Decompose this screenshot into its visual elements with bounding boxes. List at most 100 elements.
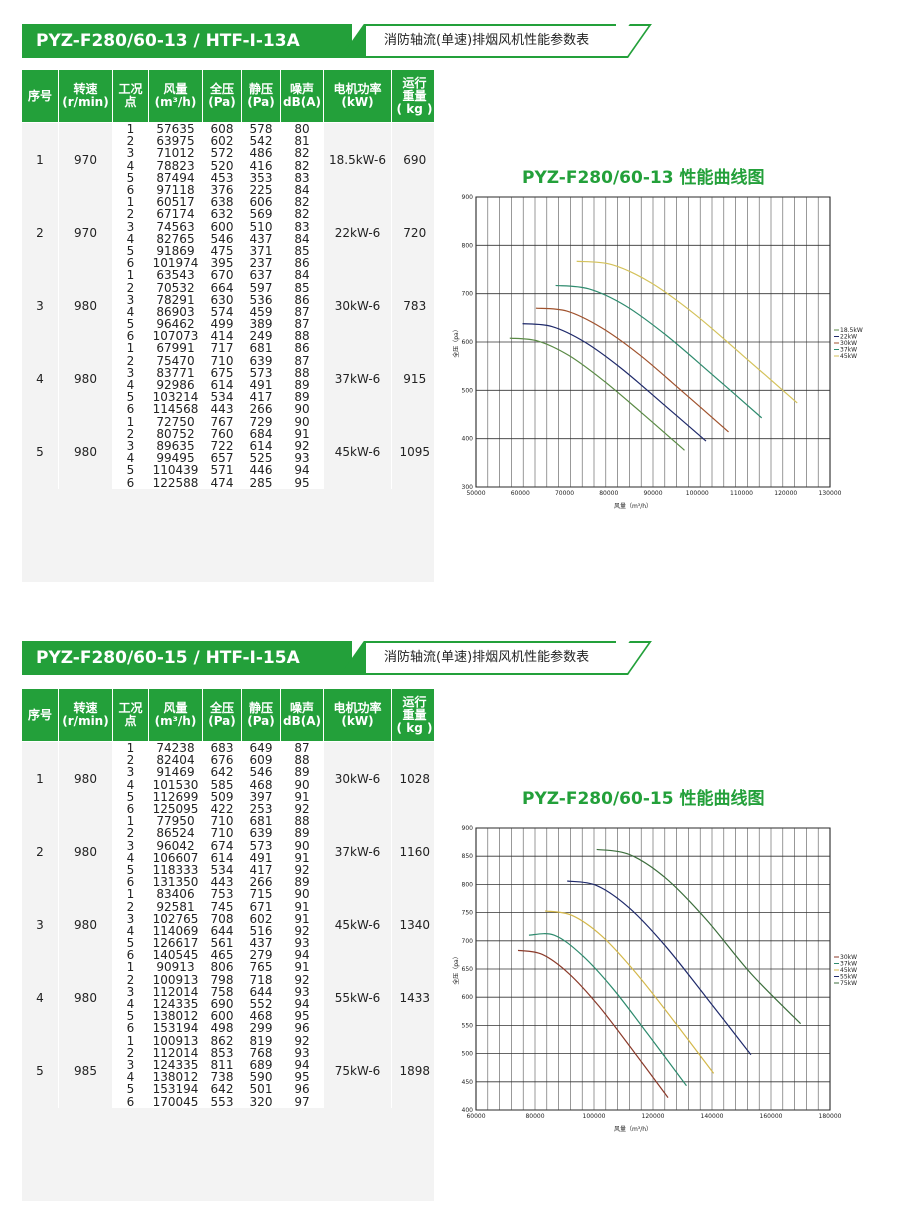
total-pressure-cell: 614 <box>202 378 242 392</box>
operating-point: 3 <box>112 1058 149 1072</box>
static-pressure-cell: 578 <box>241 122 281 136</box>
header-cell: 噪声 dB(A) <box>280 689 324 742</box>
x-tick-label: 80000 <box>525 1113 544 1120</box>
operating-point: 3 <box>112 293 149 306</box>
static-pressure-cell: 491 <box>241 851 281 864</box>
operating-point: 3 <box>112 439 149 453</box>
operating-point: 2 <box>112 135 149 148</box>
total-pressure-cell: 710 <box>202 354 242 367</box>
y-tick-label: 900 <box>462 194 474 201</box>
operating-point: 2 <box>112 827 149 840</box>
x-tick-label: 90000 <box>643 490 662 497</box>
total-pressure-cell: 760 <box>202 427 242 440</box>
x-tick-label: 60000 <box>466 1113 485 1120</box>
noise-cell: 83 <box>280 171 324 184</box>
table-row: 5 103214 534 417 89 <box>22 391 438 404</box>
airflow-cell: 126617 <box>148 937 203 950</box>
total-pressure-cell: 443 <box>202 876 242 889</box>
table-row: 3 124335 811 689 94 <box>22 1058 438 1072</box>
operating-point: 6 <box>112 876 149 889</box>
series-line <box>544 910 715 1074</box>
operating-point: 5 <box>112 1010 149 1023</box>
noise-cell: 80 <box>280 122 324 136</box>
table-row: 4 980 1 67991 717 681 86 37kW-6 915 <box>22 342 438 416</box>
static-pressure-cell: 249 <box>241 330 281 343</box>
run-weight: 1028 <box>391 741 438 816</box>
static-pressure-cell: 609 <box>241 754 281 767</box>
table-row: 6 131350 443 266 89 <box>22 876 438 889</box>
airflow-cell: 92581 <box>148 900 203 913</box>
series-line <box>535 307 729 433</box>
static-pressure-cell: 225 <box>241 183 281 197</box>
table-row: 6 140545 465 279 94 <box>22 949 438 962</box>
total-pressure-cell: 767 <box>202 415 242 428</box>
noise-cell: 89 <box>280 827 324 840</box>
operating-point: 4 <box>112 452 149 465</box>
table-row: 2 67174 632 569 82 <box>22 208 438 221</box>
group-number: 3 <box>22 269 59 343</box>
total-pressure-cell: 675 <box>202 366 242 379</box>
y-tick-label: 900 <box>462 825 474 832</box>
noise-cell: 90 <box>280 415 324 428</box>
static-pressure-cell: 689 <box>241 1058 281 1072</box>
table-row: 6 114568 443 266 90 <box>22 403 438 416</box>
static-pressure-cell: 614 <box>241 439 281 453</box>
noise-cell: 92 <box>280 439 324 453</box>
y-tick-label: 400 <box>462 436 474 443</box>
static-pressure-cell: 546 <box>241 766 281 779</box>
airflow-cell: 82765 <box>148 232 203 245</box>
header-cell: 转速 (r/min) <box>58 70 113 123</box>
table-row: 5 153194 642 501 96 <box>22 1083 438 1096</box>
group-speed: 980 <box>58 815 113 889</box>
group-number: 4 <box>22 961 59 1035</box>
static-pressure-cell: 552 <box>241 997 281 1011</box>
static-pressure-cell: 468 <box>241 778 281 791</box>
header-cell: 工况点 <box>112 70 149 123</box>
noise-cell: 92 <box>280 1034 324 1047</box>
airflow-cell: 82404 <box>148 754 203 767</box>
noise-cell: 96 <box>280 1022 324 1035</box>
static-pressure-cell: 320 <box>241 1095 281 1108</box>
operating-point: 3 <box>112 766 149 779</box>
static-pressure-cell: 819 <box>241 1034 281 1047</box>
total-pressure-cell: 571 <box>202 464 242 477</box>
header-cell: 风量 (m³/h) <box>148 689 203 742</box>
airflow-cell: 138012 <box>148 1010 203 1023</box>
legend-label: 22kW <box>840 334 857 341</box>
airflow-cell: 106607 <box>148 851 203 864</box>
static-pressure-cell: 671 <box>241 900 281 913</box>
static-pressure-cell: 446 <box>241 464 281 477</box>
total-pressure-cell: 758 <box>202 985 242 998</box>
motor-power: 37kW-6 <box>323 815 392 889</box>
noise-cell: 94 <box>280 1058 324 1072</box>
operating-point: 3 <box>112 220 149 233</box>
operating-point: 6 <box>112 257 149 270</box>
x-axis-label: 风量（m³/h） <box>614 1126 652 1133</box>
table-row: 3 91469 642 546 89 <box>22 766 438 779</box>
operating-point: 1 <box>112 1034 149 1047</box>
group-number: 5 <box>22 1034 59 1108</box>
group-speed: 980 <box>58 269 113 343</box>
airflow-cell: 80752 <box>148 427 203 440</box>
airflow-cell: 153194 <box>148 1022 203 1035</box>
y-tick-label: 450 <box>462 1079 474 1086</box>
chart-title: PYZ-F280/60-13 性能曲线图 <box>522 168 765 188</box>
static-pressure-cell: 569 <box>241 208 281 221</box>
static-pressure-cell: 417 <box>241 391 281 404</box>
total-pressure-cell: 710 <box>202 827 242 840</box>
chart-title: PYZ-F280/60-15 性能曲线图 <box>522 789 765 809</box>
operating-point: 4 <box>112 924 149 937</box>
x-tick-label: 60000 <box>511 490 530 497</box>
x-tick-label: 160000 <box>760 1113 783 1120</box>
operating-point: 1 <box>112 196 149 209</box>
noise-cell: 88 <box>280 330 324 343</box>
noise-cell: 87 <box>280 741 324 755</box>
table-row: 6 170045 553 320 97 <box>22 1095 438 1108</box>
operating-point: 3 <box>112 147 149 160</box>
total-pressure-cell: 465 <box>202 949 242 962</box>
total-pressure-cell: 811 <box>202 1058 242 1072</box>
noise-cell: 81 <box>280 135 324 148</box>
static-pressure-cell: 606 <box>241 196 281 209</box>
y-tick-label: 800 <box>462 242 474 249</box>
total-pressure-cell: 722 <box>202 439 242 453</box>
